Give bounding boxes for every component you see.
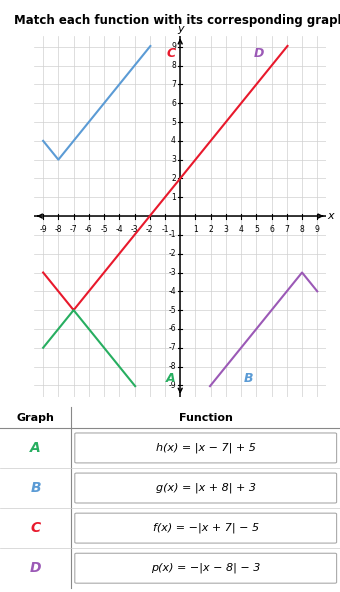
FancyBboxPatch shape bbox=[75, 473, 337, 503]
Text: C: C bbox=[167, 47, 176, 60]
Text: -8: -8 bbox=[55, 224, 62, 233]
FancyBboxPatch shape bbox=[75, 513, 337, 543]
Text: -4: -4 bbox=[116, 224, 123, 233]
Text: 1: 1 bbox=[193, 224, 198, 233]
Text: -5: -5 bbox=[100, 224, 108, 233]
Text: Function: Function bbox=[179, 413, 233, 423]
Text: x: x bbox=[328, 211, 334, 221]
Text: 2: 2 bbox=[171, 174, 176, 183]
Text: -2: -2 bbox=[146, 224, 153, 233]
Text: h(x) = |x − 7| + 5: h(x) = |x − 7| + 5 bbox=[156, 443, 256, 453]
Text: 3: 3 bbox=[171, 155, 176, 164]
Text: 4: 4 bbox=[239, 224, 243, 233]
Text: -9: -9 bbox=[168, 381, 176, 390]
Text: y: y bbox=[177, 24, 184, 34]
Text: A: A bbox=[166, 372, 176, 385]
Text: 5: 5 bbox=[171, 118, 176, 127]
Text: 6: 6 bbox=[171, 99, 176, 108]
Text: -8: -8 bbox=[168, 362, 176, 371]
FancyBboxPatch shape bbox=[75, 554, 337, 583]
Text: 1: 1 bbox=[171, 193, 176, 202]
Text: 9: 9 bbox=[315, 224, 320, 233]
Text: g(x) = |x + 8| + 3: g(x) = |x + 8| + 3 bbox=[156, 483, 256, 493]
Text: 3: 3 bbox=[223, 224, 228, 233]
Text: -1: -1 bbox=[161, 224, 169, 233]
Text: 8: 8 bbox=[171, 61, 176, 70]
Text: -3: -3 bbox=[168, 268, 176, 277]
Text: B: B bbox=[30, 481, 41, 495]
Text: -2: -2 bbox=[168, 249, 176, 258]
Text: -7: -7 bbox=[70, 224, 78, 233]
Text: D: D bbox=[30, 561, 41, 575]
Text: -6: -6 bbox=[85, 224, 92, 233]
Text: 5: 5 bbox=[254, 224, 259, 233]
Text: D: D bbox=[254, 47, 265, 60]
Text: C: C bbox=[31, 521, 41, 535]
Text: 7: 7 bbox=[171, 80, 176, 89]
Text: 4: 4 bbox=[171, 136, 176, 146]
Text: 2: 2 bbox=[208, 224, 213, 233]
Text: Match each function with its corresponding graph.: Match each function with its correspondi… bbox=[14, 14, 340, 27]
Text: -9: -9 bbox=[39, 224, 47, 233]
Text: f(x) = −|x + 7| − 5: f(x) = −|x + 7| − 5 bbox=[153, 523, 259, 533]
Text: -5: -5 bbox=[168, 305, 176, 314]
Text: 9: 9 bbox=[171, 42, 176, 52]
Text: 8: 8 bbox=[300, 224, 304, 233]
Text: p(x) = −|x − 8| − 3: p(x) = −|x − 8| − 3 bbox=[151, 563, 260, 574]
Text: -1: -1 bbox=[168, 230, 176, 239]
Text: A: A bbox=[30, 441, 41, 455]
Text: -3: -3 bbox=[131, 224, 138, 233]
Text: 6: 6 bbox=[269, 224, 274, 233]
Text: -7: -7 bbox=[168, 343, 176, 352]
FancyBboxPatch shape bbox=[75, 433, 337, 463]
Text: B: B bbox=[244, 372, 254, 385]
Text: Graph: Graph bbox=[17, 413, 55, 423]
Text: -4: -4 bbox=[168, 287, 176, 296]
Text: -6: -6 bbox=[168, 324, 176, 333]
Text: 7: 7 bbox=[284, 224, 289, 233]
